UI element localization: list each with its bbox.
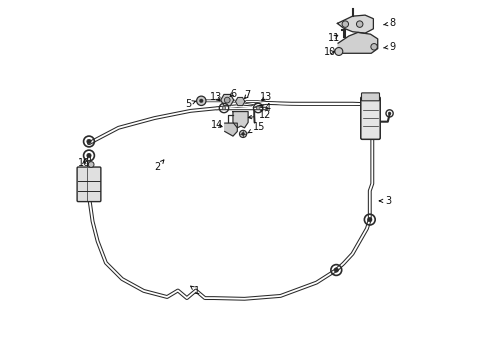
- Circle shape: [196, 96, 205, 105]
- Circle shape: [356, 21, 362, 27]
- Circle shape: [342, 21, 348, 27]
- Polygon shape: [224, 123, 237, 136]
- Text: 13: 13: [209, 92, 222, 102]
- Circle shape: [387, 112, 390, 115]
- Polygon shape: [337, 32, 377, 53]
- Text: 6: 6: [229, 89, 236, 99]
- Circle shape: [333, 268, 338, 272]
- Circle shape: [239, 130, 246, 138]
- Circle shape: [222, 106, 225, 110]
- Text: 1: 1: [190, 286, 200, 296]
- Text: 15: 15: [247, 122, 264, 133]
- Text: 8: 8: [383, 18, 394, 28]
- Circle shape: [87, 153, 91, 158]
- Polygon shape: [337, 15, 373, 33]
- Text: 11: 11: [327, 33, 339, 43]
- Circle shape: [370, 44, 377, 50]
- Circle shape: [199, 99, 203, 103]
- FancyBboxPatch shape: [361, 93, 379, 101]
- Polygon shape: [220, 94, 233, 106]
- FancyBboxPatch shape: [360, 97, 380, 139]
- Text: 5: 5: [185, 99, 195, 109]
- Circle shape: [334, 48, 342, 55]
- Circle shape: [87, 139, 91, 144]
- FancyBboxPatch shape: [77, 167, 101, 202]
- Text: 12: 12: [248, 110, 271, 120]
- Text: 16: 16: [78, 158, 90, 168]
- Circle shape: [88, 162, 94, 167]
- Text: 13: 13: [260, 92, 272, 102]
- Circle shape: [224, 97, 230, 103]
- Polygon shape: [235, 98, 244, 105]
- Text: 4: 4: [259, 103, 270, 113]
- Text: 10: 10: [324, 47, 336, 57]
- Text: 9: 9: [383, 42, 394, 52]
- Text: 3: 3: [379, 196, 391, 206]
- Text: 7: 7: [244, 90, 250, 100]
- Polygon shape: [232, 112, 247, 128]
- Circle shape: [256, 106, 260, 110]
- Circle shape: [367, 217, 371, 222]
- Text: 2: 2: [154, 160, 163, 172]
- Text: 14: 14: [211, 120, 223, 130]
- Circle shape: [241, 132, 244, 135]
